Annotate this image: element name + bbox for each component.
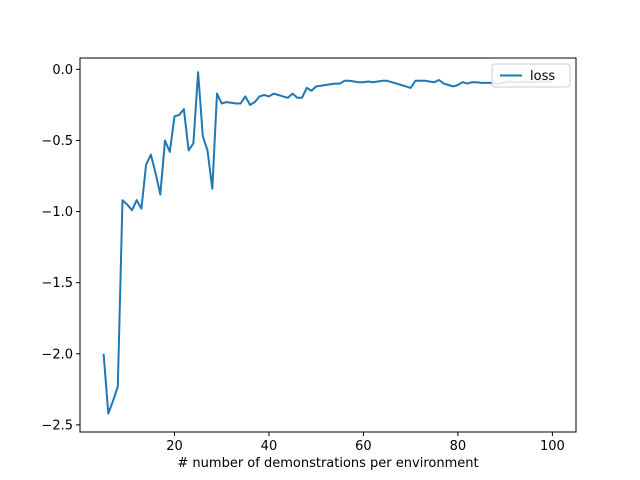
- x-axis-label: # number of demonstrations per environme…: [177, 456, 478, 471]
- y-tick-label: −2.5: [41, 418, 73, 433]
- legend-label: loss: [530, 69, 555, 84]
- y-tick-label: −2.0: [41, 347, 73, 362]
- series-layer: [102, 71, 553, 415]
- y-axis-ticks: 0.0 −0.5 −1.0 −1.5 −2.0 −2.5: [41, 63, 80, 433]
- x-tick-label: 60: [355, 439, 372, 454]
- x-axis-ticks: 20 40 60 80 100: [166, 432, 565, 454]
- y-tick-label: 0.0: [52, 63, 73, 78]
- x-tick-label: 40: [261, 439, 278, 454]
- x-tick-label: 20: [166, 439, 183, 454]
- x-tick-label: 100: [540, 439, 565, 454]
- y-tick-label: −1.5: [41, 276, 73, 291]
- legend-box: [491, 63, 571, 88]
- legend: loss: [491, 63, 571, 88]
- x-tick-label: 80: [450, 439, 467, 454]
- y-tick-label: −1.0: [41, 205, 73, 220]
- series-line-loss: [102, 71, 553, 415]
- y-tick-label: −0.5: [41, 134, 73, 149]
- plot-area-frame: [79, 57, 577, 433]
